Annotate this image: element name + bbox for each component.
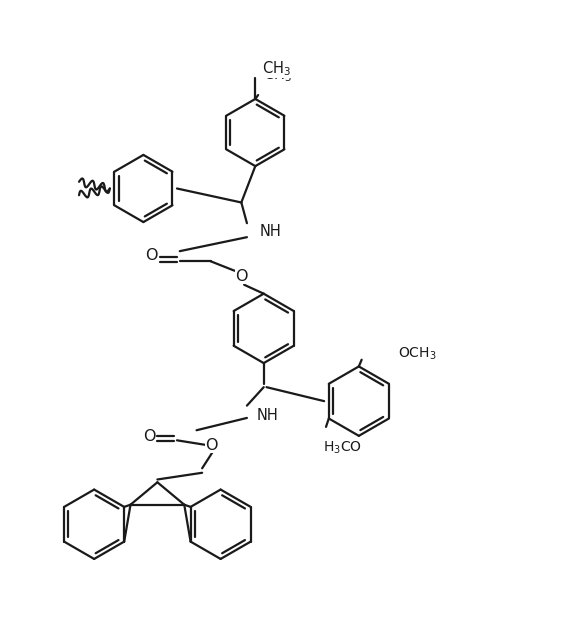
Text: O: O	[145, 248, 158, 263]
Text: O: O	[142, 429, 155, 444]
Text: H$_3$CO: H$_3$CO	[323, 440, 362, 456]
Text: CH$_3$: CH$_3$	[262, 59, 291, 77]
Text: OCH$_3$: OCH$_3$	[398, 346, 436, 362]
Text: O: O	[205, 438, 218, 453]
Text: CH$_3$: CH$_3$	[263, 65, 292, 84]
Text: NH: NH	[257, 408, 279, 422]
Text: NH: NH	[259, 224, 281, 239]
Text: O: O	[235, 269, 247, 284]
